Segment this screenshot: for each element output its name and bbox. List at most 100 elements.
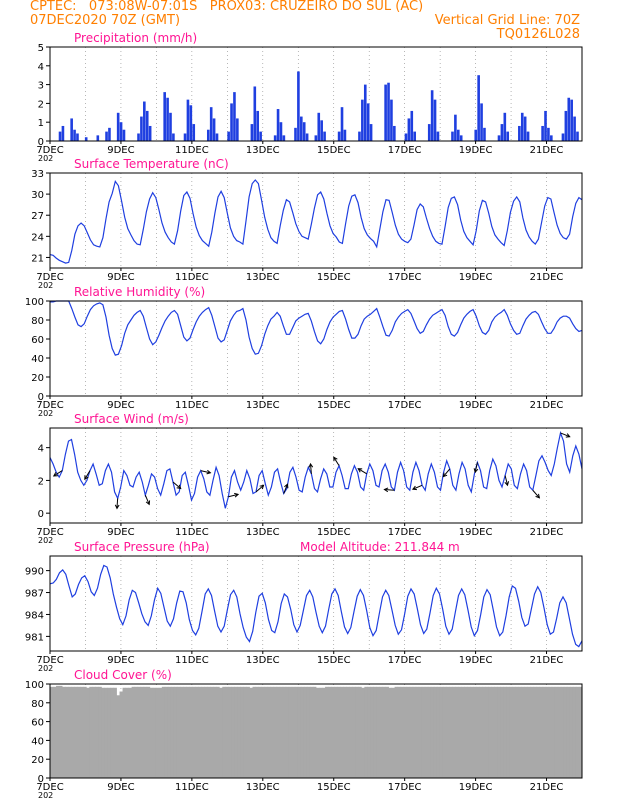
cloud-cover-column — [527, 686, 532, 778]
cloud-cover-column — [210, 686, 214, 778]
x-tick-label: 11DEC — [175, 400, 209, 411]
precip-bar — [236, 118, 239, 141]
cloud-cover-column — [352, 686, 356, 778]
precip-bar — [384, 84, 387, 141]
panel-6 — [46, 683, 583, 781]
cloud-cover-column — [346, 686, 350, 778]
cloud-cover-column — [367, 686, 371, 778]
y-tick-label: 100 — [25, 680, 44, 691]
panel-2 — [46, 172, 583, 271]
cloud-cover-column — [303, 686, 308, 778]
cloud-cover-column — [334, 686, 338, 778]
cloud-cover-column — [482, 686, 486, 778]
precip-bar — [358, 131, 361, 141]
cloud-cover-column — [331, 686, 335, 778]
wind-arrow-shaft — [172, 481, 181, 489]
precip-bar — [122, 129, 126, 141]
precip-bar — [567, 97, 571, 141]
cloud-cover-column — [228, 686, 232, 778]
x-tick-label: 13DEC — [246, 145, 280, 156]
wind-arrow-head — [442, 472, 448, 478]
x-tick-label: 15DEC — [317, 527, 351, 538]
precip-bar — [119, 122, 123, 141]
precip-bar — [61, 125, 65, 141]
cloud-cover-column — [167, 686, 172, 778]
precip-bar — [253, 86, 257, 141]
x-tick-label: 13DEC — [246, 400, 280, 411]
precip-bar — [503, 112, 507, 141]
cloud-cover-column — [285, 686, 290, 778]
cloud-cover-column — [128, 687, 133, 778]
wind-arrow-shaft — [310, 463, 312, 474]
series-line — [49, 179, 583, 264]
cloud-cover-column — [476, 686, 480, 778]
cloud-cover-column — [309, 686, 314, 778]
wind-arrow-shaft — [200, 470, 211, 474]
cloud-cover-column — [575, 686, 580, 778]
cloud-cover-column — [189, 686, 193, 778]
cloud-cover-column — [361, 687, 365, 778]
y-tick-label: 2 — [38, 99, 44, 110]
panel-frame — [49, 300, 583, 397]
cloud-cover-column — [503, 686, 507, 778]
precip-bar — [407, 118, 411, 141]
cloud-cover-column — [279, 686, 284, 778]
panel-5 — [46, 555, 583, 654]
vertical-grid-note: Vertical Grid Line: 70Z — [434, 13, 580, 28]
wind-arrow-head — [504, 481, 510, 487]
cloud-cover-column — [512, 686, 516, 778]
x-tick-label: 9DEC — [107, 655, 134, 666]
precip-bar — [526, 131, 530, 141]
cloud-cover-column — [385, 686, 389, 778]
panel-frame — [49, 46, 583, 142]
panel-frame — [49, 172, 583, 269]
wind-arrow-shaft — [474, 462, 478, 473]
precip-bar — [451, 131, 454, 141]
cloud-cover-column — [116, 695, 120, 778]
precip-bar — [137, 133, 140, 141]
cloud-cover-column — [328, 686, 332, 778]
precip-bar — [366, 103, 370, 141]
cloud-cover-column — [467, 686, 471, 778]
cloud-cover-column — [358, 686, 362, 778]
y-tick-label: 30 — [31, 190, 44, 201]
precip-bar — [544, 110, 547, 141]
x-tick-label: 11DEC — [175, 527, 209, 538]
wind-arrow-head — [308, 462, 314, 468]
x-tick-label: 13DEC — [246, 655, 280, 666]
precip-bar — [363, 84, 367, 141]
panel-title: Precipitation (mm/h) — [74, 31, 197, 45]
panel-title: Surface Wind (m/s) — [74, 412, 189, 426]
precip-bar — [192, 124, 196, 141]
y-tick-label: 981 — [25, 632, 44, 643]
precip-bar — [282, 135, 286, 141]
precip-bar — [84, 137, 88, 141]
x-tick-label: 17DEC — [388, 782, 422, 793]
panel-frame — [49, 683, 583, 779]
cloud-cover-column — [107, 687, 111, 778]
cloud-cover-column — [101, 687, 105, 778]
cloud-cover-column — [125, 687, 129, 778]
cloud-cover-column — [578, 686, 583, 778]
y-tick-label: 984 — [25, 610, 44, 621]
cloud-cover-column — [500, 686, 504, 778]
precip-bar — [73, 129, 76, 141]
cloud-cover-column — [542, 686, 547, 778]
precip-bar — [148, 125, 152, 141]
wind-arrow-shaft — [283, 484, 288, 494]
x-tick-label: 13DEC — [246, 272, 280, 283]
cloud-cover-column — [267, 686, 272, 778]
cloud-cover-column — [59, 685, 63, 778]
x-tick-label: 19DEC — [459, 272, 493, 283]
precip-bar — [361, 99, 364, 141]
cloud-cover-column — [297, 686, 302, 778]
x-tick-label: 17DEC — [388, 272, 422, 283]
cloud-cover-column — [62, 686, 66, 778]
cloud-cover-column — [521, 686, 525, 778]
cloud-cover-column — [470, 686, 474, 778]
cloud-cover-column — [74, 686, 78, 778]
y-tick-label: 40 — [31, 354, 44, 365]
wind-arrow-shaft — [560, 432, 570, 438]
wind-arrow-shaft — [504, 475, 509, 486]
x-tick-label: 21DEC — [530, 272, 564, 283]
